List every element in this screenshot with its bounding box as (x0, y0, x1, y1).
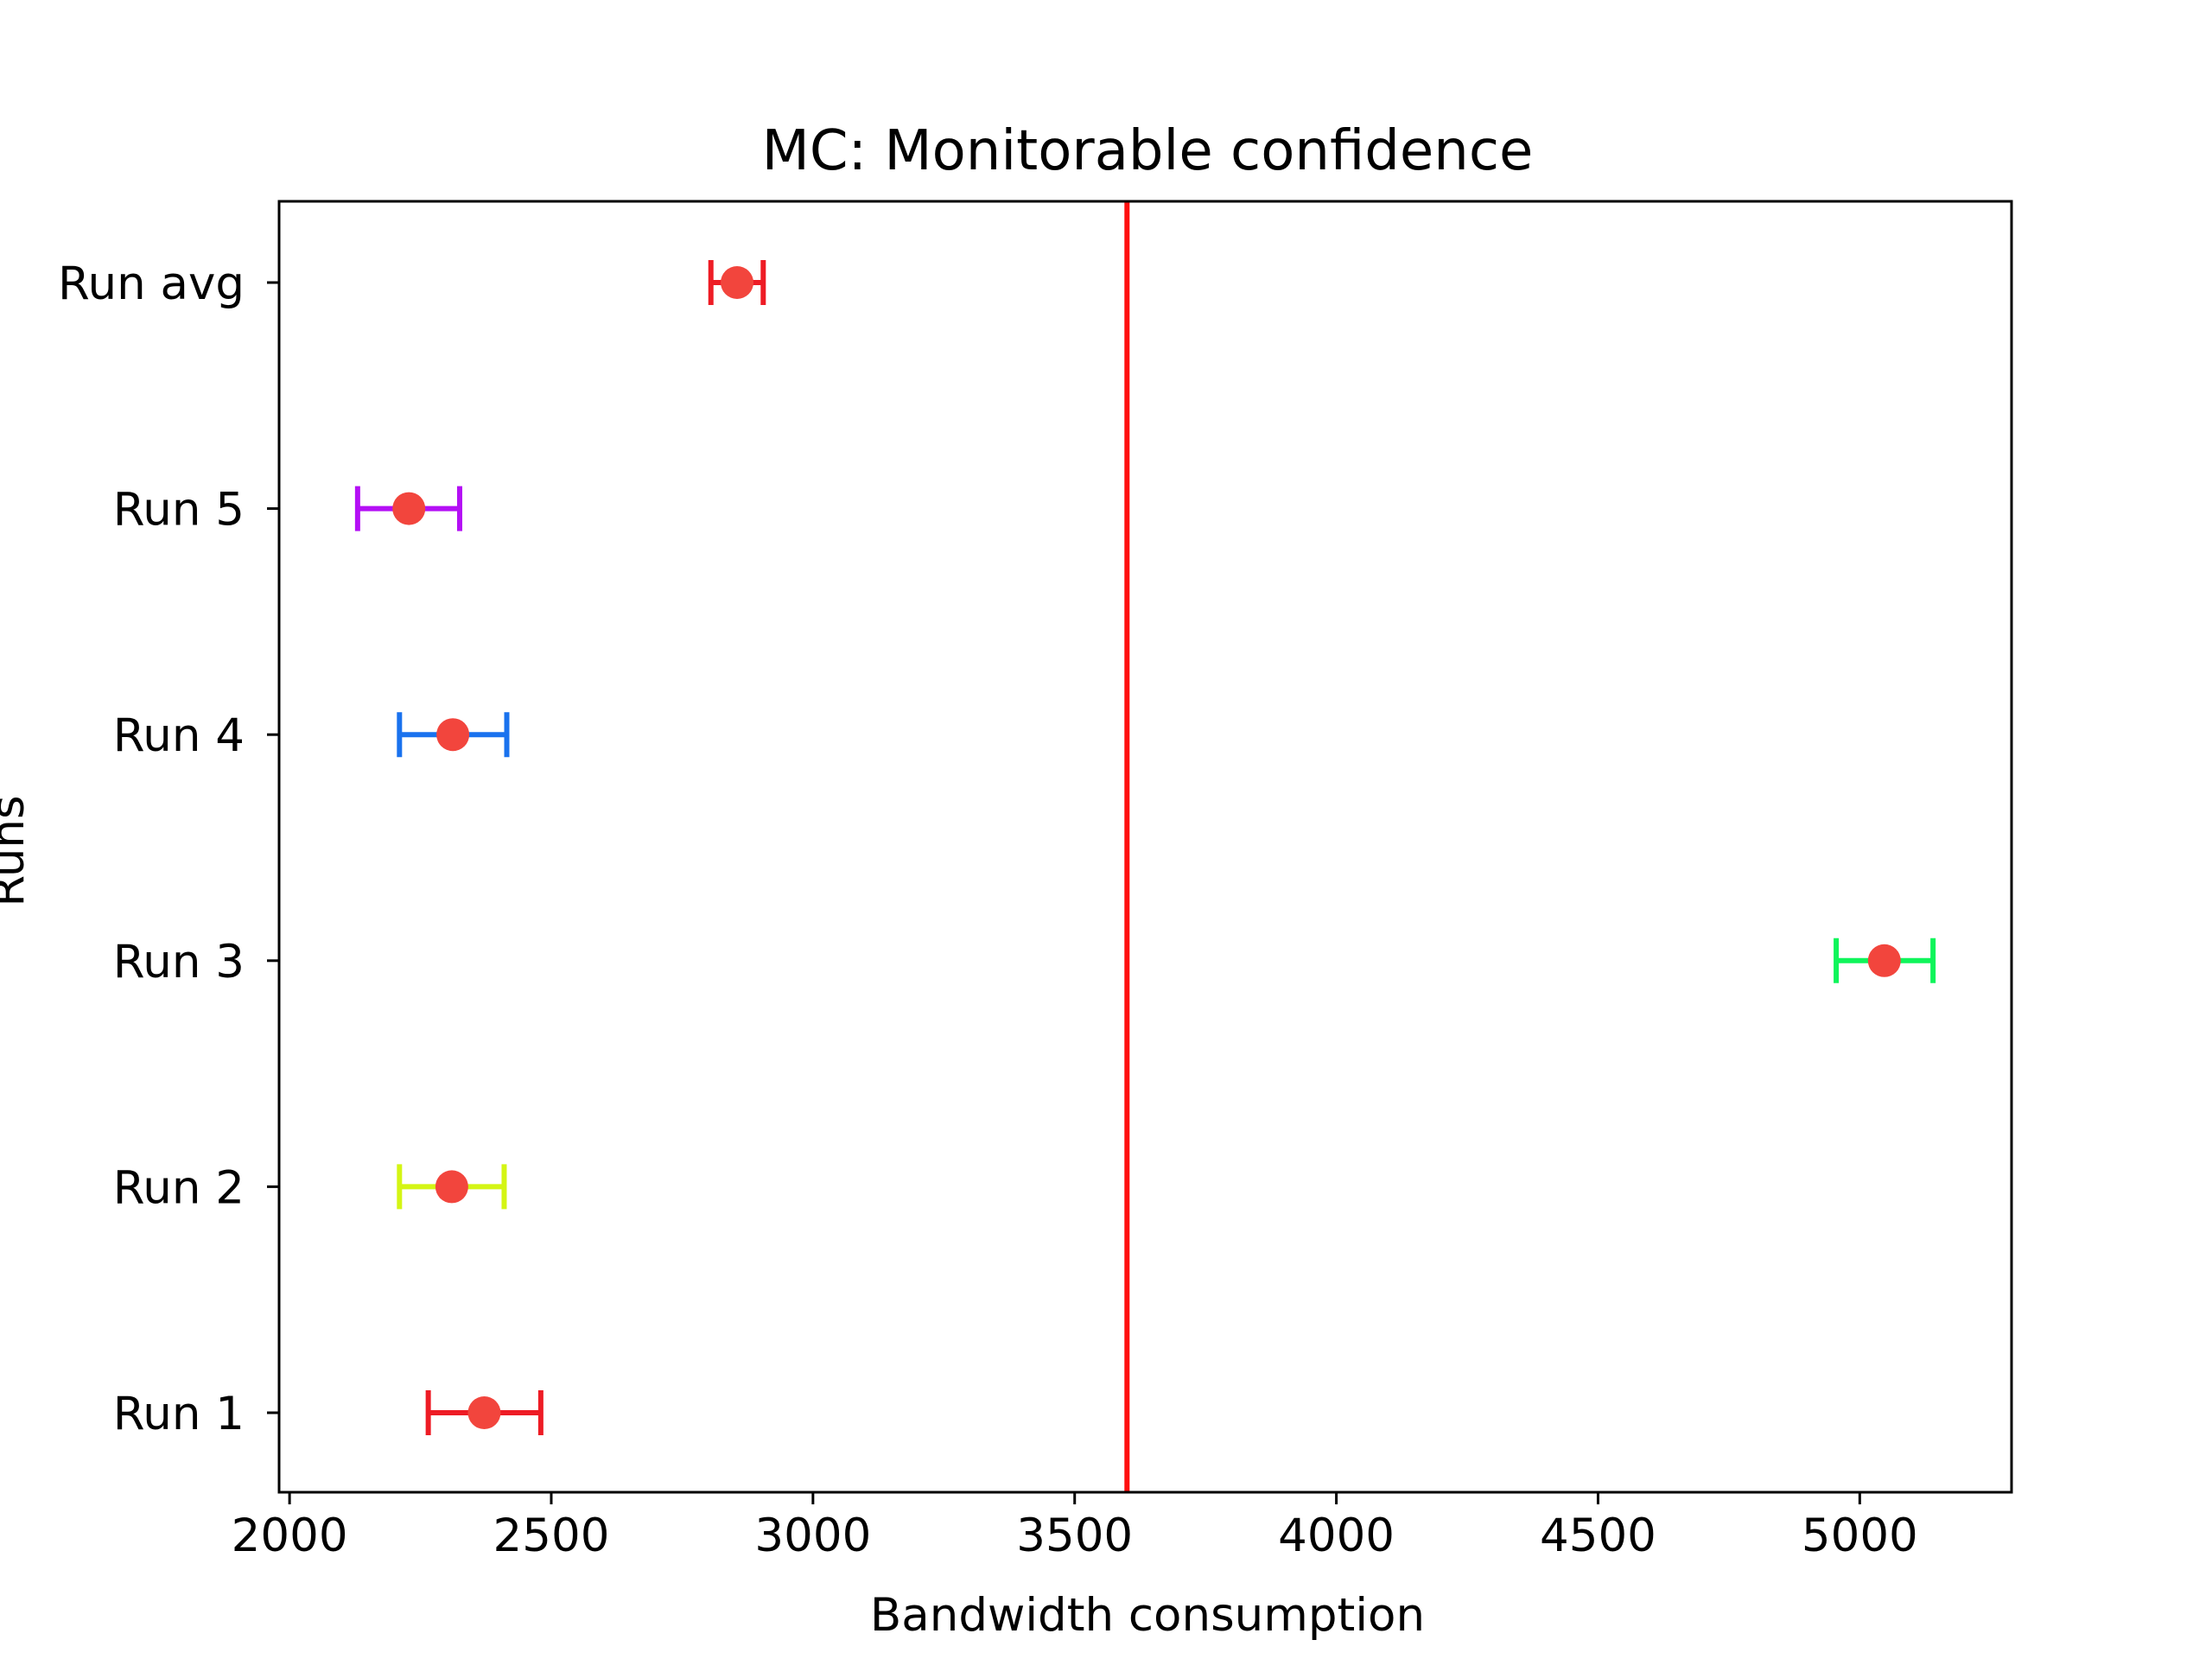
y-tick-label: Run 1 (113, 1388, 245, 1440)
data-point (1867, 944, 1901, 977)
y-tick-label: Run 3 (113, 936, 245, 988)
plot-area (354, 201, 1936, 1492)
errorbar-run-2 (397, 1164, 507, 1210)
x-axis: 2000 2500 3000 3500 4000 4500 5000 (232, 1492, 1918, 1562)
data-point (435, 1170, 468, 1204)
y-tick-label: Run 2 (113, 1161, 245, 1214)
x-tick-label: 3000 (754, 1510, 871, 1562)
data-point (467, 1396, 501, 1429)
data-point (392, 492, 426, 525)
errorbar-run-4 (397, 712, 510, 758)
errorbar-run-1 (425, 1390, 543, 1435)
errorbar-run-avg (708, 260, 766, 305)
y-tick-label: Run avg (58, 257, 245, 310)
x-tick-label: 3500 (1016, 1510, 1133, 1562)
x-tick-label: 5000 (1802, 1510, 1918, 1562)
plot-frame (277, 200, 2013, 1494)
y-tick-label: Run 5 (113, 484, 245, 537)
y-axis-title: Runs (0, 795, 35, 906)
x-tick-label: 2500 (493, 1510, 610, 1562)
y-axis: Run 1 Run 2 Run 3 Run 4 Run 5 Run avg (58, 257, 279, 1440)
chart-title: MC: Monitorable confidence (762, 119, 1534, 183)
y-tick-label: Run 4 (113, 709, 245, 762)
errorbar-run-3 (1834, 938, 1936, 983)
x-tick-label: 2000 (232, 1510, 348, 1562)
data-point (436, 718, 470, 752)
x-axis-title: Bandwidth consumption (870, 1589, 1425, 1642)
data-point (721, 266, 754, 299)
x-tick-label: 4000 (1278, 1510, 1395, 1562)
errorbar-run-5 (354, 486, 462, 531)
x-tick-label: 4500 (1540, 1510, 1656, 1562)
